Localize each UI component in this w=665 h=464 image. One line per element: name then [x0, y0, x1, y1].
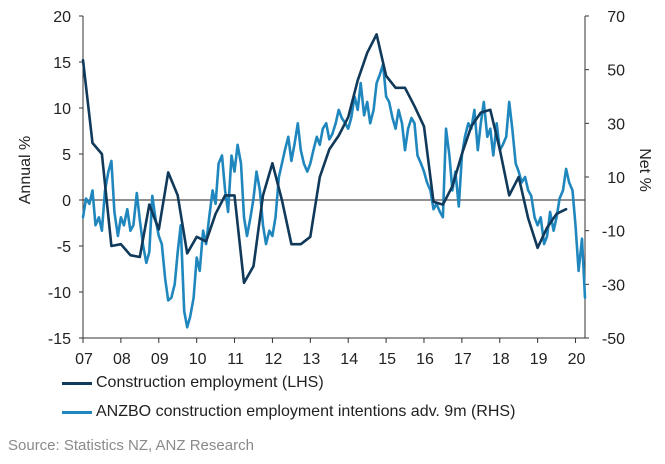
- x-tick-label: 07: [75, 351, 93, 368]
- x-tick-label: 20: [568, 351, 586, 368]
- right-tick-label: 50: [607, 63, 625, 80]
- x-tick-label: 18: [492, 351, 510, 368]
- series-line-construction-employment: [81, 33, 568, 285]
- x-tick-label: 10: [189, 351, 207, 368]
- left-tick-label: -5: [57, 239, 71, 256]
- right-tick-label: 10: [607, 170, 625, 187]
- right-tick-label: 70: [607, 9, 625, 26]
- left-tick-label: -10: [48, 285, 71, 302]
- right-tick-label: -10: [602, 224, 625, 241]
- x-tick-label: 19: [530, 351, 548, 368]
- legend-label-construction-employment: Construction employment (LHS): [96, 374, 324, 391]
- right-tick-label: -50: [602, 331, 625, 348]
- right-tick-label: -30: [602, 277, 625, 294]
- x-tick-label: 17: [454, 351, 472, 368]
- legend-item-construction-employment: Construction employment (LHS): [62, 374, 324, 392]
- left-tick-label: 15: [53, 55, 71, 72]
- right-axis-title: Net %: [636, 148, 653, 192]
- legend-swatch-construction-employment: [62, 381, 92, 385]
- left-tick-label: -15: [48, 331, 71, 348]
- x-tick-label: 14: [340, 351, 358, 368]
- left-tick-label: 5: [62, 147, 71, 164]
- x-tick-label: 16: [416, 351, 434, 368]
- left-tick-label: 10: [53, 101, 71, 118]
- legend-label-anzbo-intentions: ANZBO construction employment intentions…: [96, 403, 516, 420]
- left-tick-label: 20: [53, 9, 71, 26]
- source-note: Source: Statistics NZ, ANZ Research: [8, 437, 254, 454]
- left-tick-label: 0: [62, 193, 71, 210]
- x-tick-label: 08: [113, 351, 131, 368]
- right-tick-label: 30: [607, 116, 625, 133]
- legend-swatch-anzbo-intentions: [62, 410, 92, 414]
- x-tick-label: 15: [378, 351, 396, 368]
- x-tick-label: 09: [151, 351, 169, 368]
- x-tick-label: 12: [265, 351, 283, 368]
- x-tick-label: 11: [227, 351, 244, 368]
- series-line-anzbo-intentions: [81, 63, 587, 329]
- legend-item-anzbo-intentions: ANZBO construction employment intentions…: [62, 403, 515, 421]
- left-axis-title: Annual %: [17, 136, 34, 205]
- x-tick-label: 13: [302, 351, 320, 368]
